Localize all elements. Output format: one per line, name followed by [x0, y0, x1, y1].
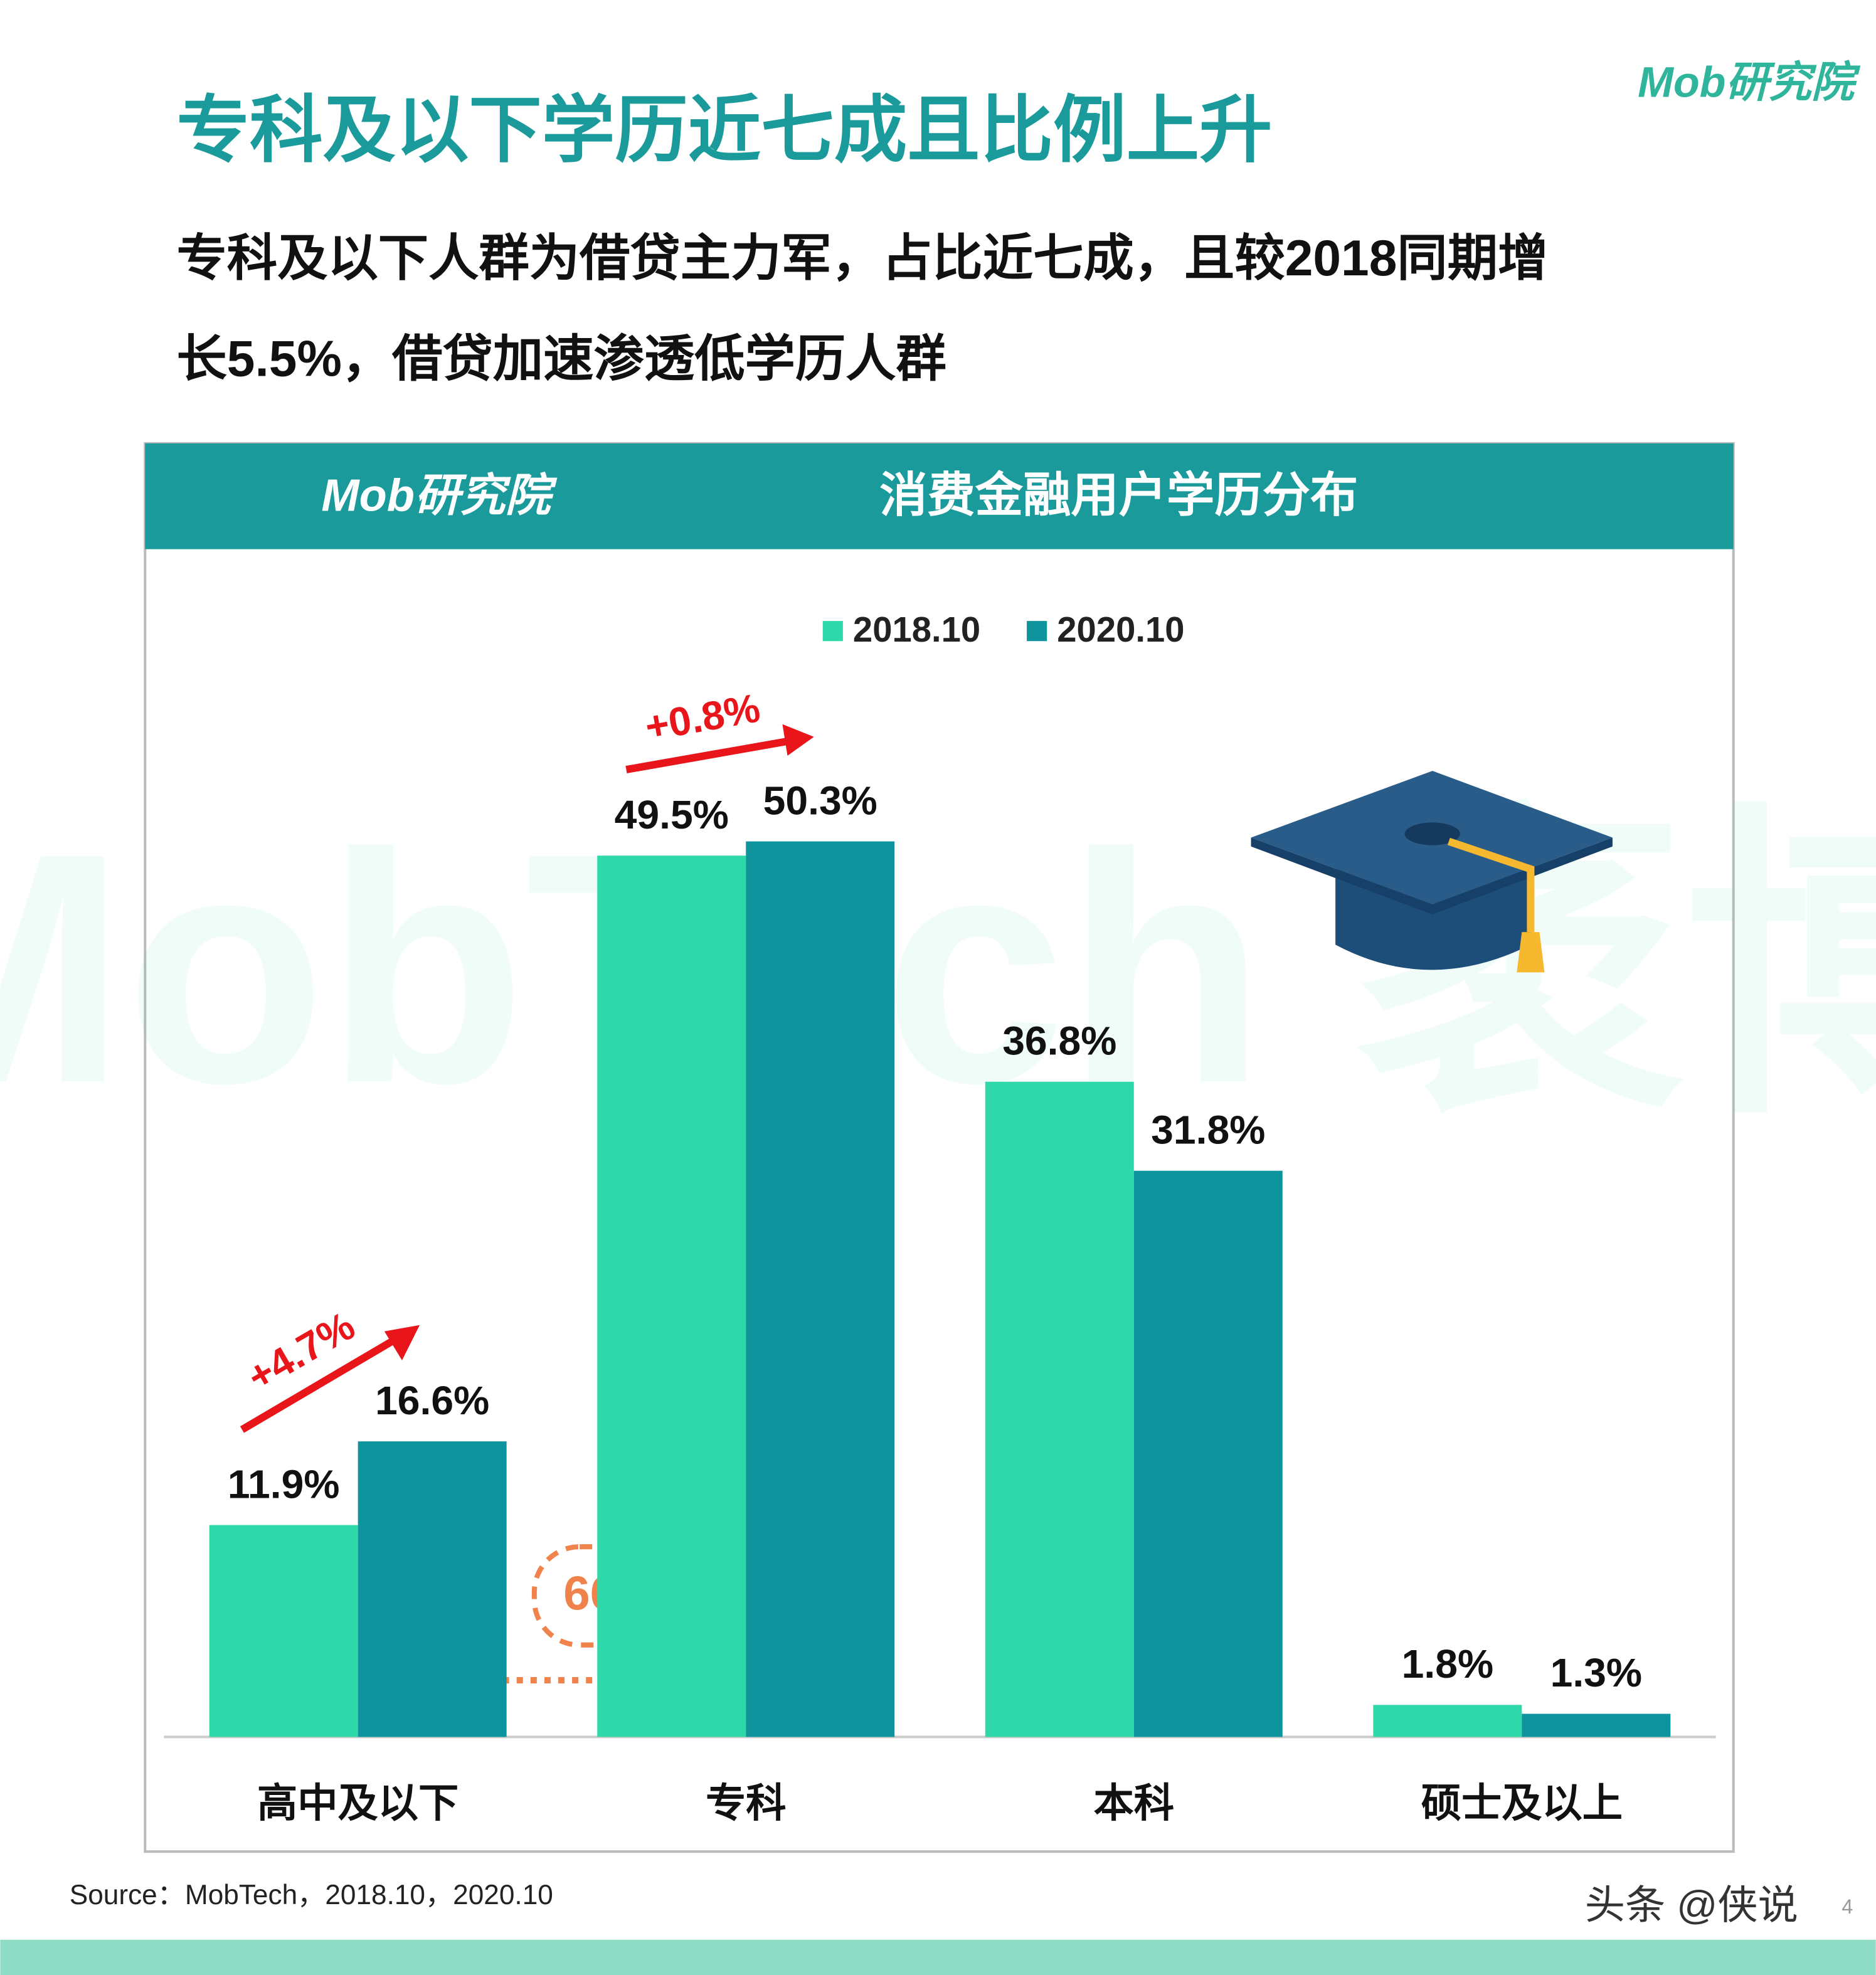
- data-label: 36.8%: [1002, 1018, 1116, 1063]
- bar: [1133, 1170, 1283, 1737]
- legend-swatch: [822, 621, 843, 642]
- source: Source：MobTech，2018.10，2020.10: [70, 1880, 553, 1910]
- title: 专科及以下学历近七成且比例上升: [176, 90, 1272, 171]
- legend-label: 2020.10: [1057, 610, 1184, 649]
- data-label: 49.5%: [615, 792, 729, 837]
- x-tick-label: 本科: [1094, 1781, 1175, 1826]
- bar: [1522, 1713, 1671, 1737]
- x-tick-label: 硕士及以上: [1421, 1781, 1623, 1826]
- bar: [358, 1441, 507, 1737]
- footer-band: [0, 1939, 1876, 1975]
- credit: 头条 @侠说: [1585, 1883, 1798, 1928]
- data-label: 50.3%: [763, 778, 877, 823]
- legend-label: 2018.10: [853, 610, 980, 649]
- data-label: 1.3%: [1550, 1650, 1642, 1695]
- bar: [597, 855, 746, 1737]
- data-label: 1.8%: [1402, 1641, 1493, 1686]
- data-label: 31.8%: [1151, 1107, 1265, 1152]
- page-number: 4: [1842, 1895, 1853, 1918]
- bar: [1373, 1705, 1522, 1737]
- data-label: 16.6%: [375, 1378, 489, 1423]
- logo: Mob研究院: [1638, 59, 1861, 107]
- data-label: 11.9%: [228, 1461, 340, 1506]
- bar: [746, 841, 895, 1737]
- x-tick-label: 专科: [706, 1781, 786, 1826]
- legend-swatch: [1027, 621, 1047, 642]
- subtitle: 长5.5%，借贷加速渗透低学历人群: [176, 331, 946, 388]
- chart-header: [145, 443, 1734, 549]
- annotation-arrow: [240, 724, 814, 1433]
- bar: [985, 1081, 1134, 1737]
- bar: [209, 1525, 358, 1737]
- x-tick-label: 高中及以下: [257, 1781, 458, 1826]
- graduation-cap: [1251, 771, 1613, 973]
- chart-title: 消费金融用户学历分布: [879, 469, 1358, 522]
- subtitle: 专科及以下人群为借贷主力军，占比近七成，且较2018同期增: [176, 230, 1548, 287]
- chart-logo: Mob研究院: [321, 470, 557, 521]
